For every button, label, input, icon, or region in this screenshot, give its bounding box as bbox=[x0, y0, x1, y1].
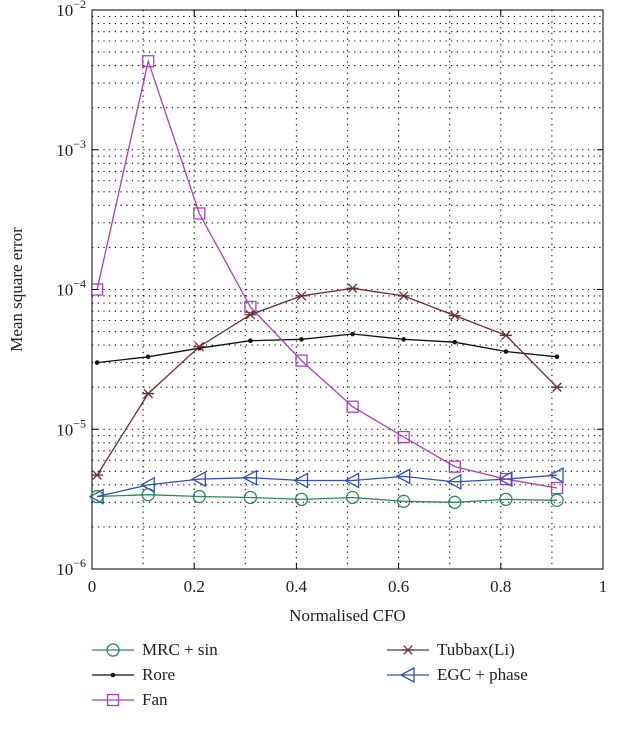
data-point bbox=[193, 207, 206, 220]
series-tubbax-li bbox=[91, 283, 564, 480]
data-point bbox=[299, 337, 304, 342]
x-axis-label: Normalised CFO bbox=[289, 606, 406, 625]
x-tick-label: 0.2 bbox=[184, 577, 205, 596]
y-tick-label: 10−5 bbox=[56, 416, 86, 439]
y-tick-label: 10−2 bbox=[56, 0, 86, 20]
data-point bbox=[145, 354, 151, 360]
data-point bbox=[448, 460, 461, 473]
series-line bbox=[96, 474, 558, 498]
data-point bbox=[244, 300, 257, 314]
series-line bbox=[97, 333, 558, 364]
series-fan bbox=[90, 55, 564, 495]
series-egc-phase bbox=[88, 466, 564, 505]
data-point bbox=[346, 283, 359, 294]
data-point bbox=[550, 493, 564, 507]
data-point bbox=[397, 430, 410, 444]
data-point bbox=[350, 331, 355, 337]
data-point bbox=[142, 55, 155, 68]
data-point bbox=[244, 309, 257, 320]
data-point bbox=[499, 492, 513, 507]
data-point bbox=[190, 470, 206, 488]
data-point bbox=[94, 360, 100, 365]
data-point bbox=[497, 470, 513, 488]
y-tick-label: 10−6 bbox=[56, 556, 86, 579]
series-layer bbox=[88, 55, 564, 509]
x-tick-label: 0.4 bbox=[286, 577, 308, 596]
data-point bbox=[448, 310, 461, 321]
axis-ticks: 0 0.2 0.4 0.6 0.8 1 10−6 10−5 10−4 10−3 10−2 bbox=[56, 0, 607, 596]
data-point bbox=[401, 337, 407, 342]
data-point bbox=[499, 330, 512, 341]
data-point bbox=[91, 470, 104, 480]
data-point bbox=[88, 488, 104, 505]
data-point bbox=[193, 341, 206, 352]
data-point bbox=[294, 492, 309, 507]
series-line bbox=[96, 58, 558, 489]
y-tick-label: 10−3 bbox=[56, 137, 86, 160]
data-point bbox=[554, 354, 560, 360]
data-point bbox=[503, 349, 509, 354]
data-point bbox=[192, 489, 206, 504]
data-point bbox=[248, 338, 253, 344]
data-point bbox=[452, 339, 458, 345]
data-point bbox=[397, 494, 411, 508]
series-rore bbox=[94, 331, 560, 365]
data-point bbox=[90, 283, 104, 296]
data-point bbox=[548, 466, 564, 484]
data-point bbox=[446, 473, 462, 490]
data-point bbox=[242, 469, 258, 486]
data-point bbox=[139, 476, 155, 493]
series-line bbox=[96, 287, 558, 476]
data-point bbox=[397, 291, 410, 301]
data-point bbox=[243, 490, 258, 505]
data-point bbox=[346, 400, 359, 413]
data-point bbox=[295, 354, 308, 367]
y-tick-label: 10−4 bbox=[56, 277, 86, 300]
x-tick-label: 1 bbox=[599, 577, 608, 596]
series-line bbox=[97, 494, 558, 503]
data-point bbox=[293, 472, 309, 489]
data-point bbox=[344, 472, 360, 489]
data-point bbox=[550, 481, 564, 495]
data-point bbox=[295, 291, 308, 301]
series-mrc-sin bbox=[90, 488, 564, 509]
data-point bbox=[551, 382, 564, 392]
data-point bbox=[395, 468, 411, 485]
x-tick-label: 0.6 bbox=[388, 577, 409, 596]
data-point bbox=[142, 388, 155, 399]
data-point bbox=[345, 490, 360, 505]
data-point bbox=[448, 495, 462, 509]
x-tick-label: 0 bbox=[88, 577, 97, 596]
y-axis-label: Mean square error bbox=[7, 227, 26, 352]
x-tick-label: 0.8 bbox=[490, 577, 511, 596]
